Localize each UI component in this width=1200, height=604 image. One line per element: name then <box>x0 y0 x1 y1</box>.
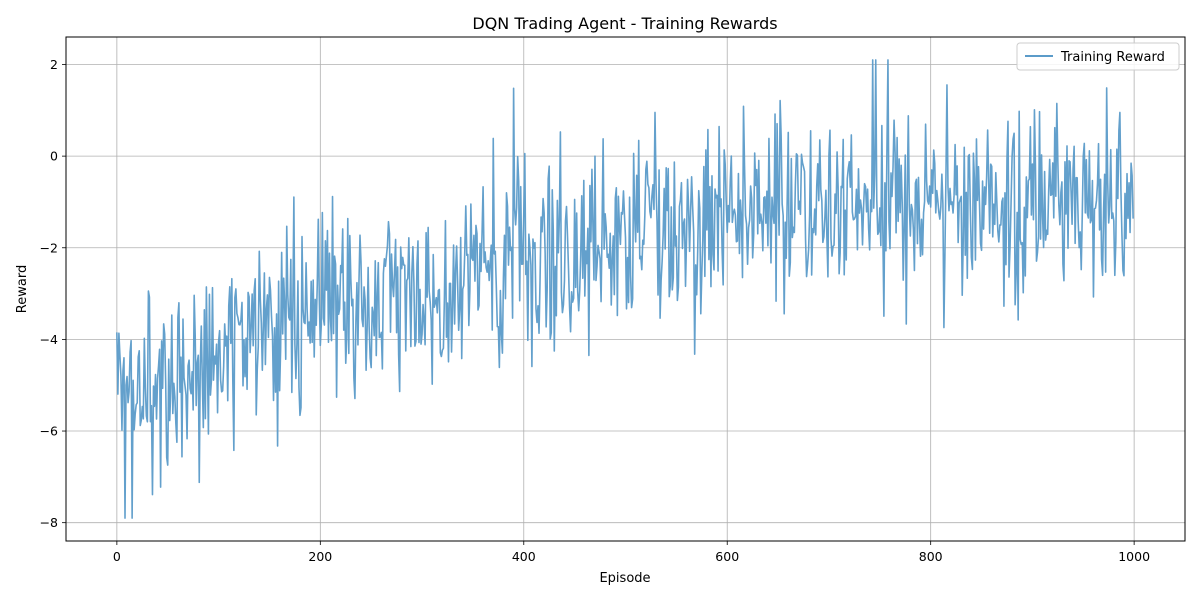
x-axis-label: Episode <box>599 571 650 586</box>
legend: Training Reward <box>1016 42 1180 71</box>
y-tick-label: −8 <box>40 515 58 530</box>
x-tick-label: 1000 <box>1118 549 1150 564</box>
plot-frame <box>65 36 1186 542</box>
y-axis-ticks: −8 −6 −4 −2 0 2 <box>40 57 66 530</box>
grid-lines <box>66 37 1185 541</box>
x-tick-label: 800 <box>919 549 943 564</box>
x-tick-label: 600 <box>715 549 739 564</box>
x-axis-ticks: 0 200 400 600 800 1000 <box>113 541 1150 564</box>
y-tick-label: 0 <box>50 149 58 164</box>
series-line-training-reward <box>116 59 1134 519</box>
y-tick-label: −4 <box>40 332 58 347</box>
y-axis-label: Reward <box>15 265 30 313</box>
chart-title: DQN Trading Agent - Training Rewards <box>472 14 777 33</box>
series-layer <box>116 59 1134 519</box>
x-tick-label: 400 <box>512 549 536 564</box>
y-tick-label: −2 <box>40 240 58 255</box>
legend-label: Training Reward <box>1060 50 1165 65</box>
legend-box <box>1016 42 1180 71</box>
x-tick-label: 0 <box>113 549 121 564</box>
x-tick-label: 200 <box>308 549 332 564</box>
y-tick-label: 2 <box>50 57 58 72</box>
y-tick-label: −6 <box>40 424 58 439</box>
